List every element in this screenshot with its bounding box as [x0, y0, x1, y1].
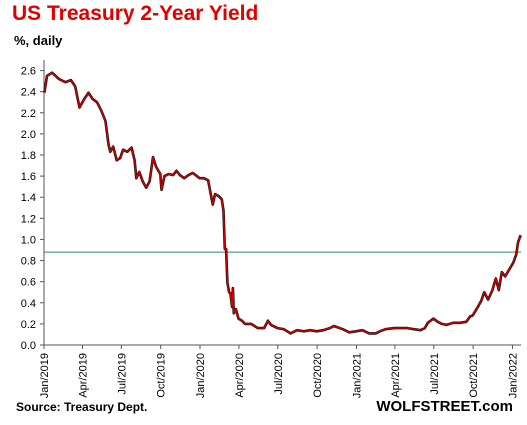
y-tick-label: 0.2	[21, 319, 36, 331]
x-tick-label: Jul/2020	[273, 353, 285, 395]
plot-area	[43, 71, 522, 335]
y-tick-label: 2.4	[21, 87, 36, 99]
x-tick-label: Jan/2021	[351, 353, 363, 398]
y-tick-label: 2.0	[21, 129, 36, 141]
x-tick-label: Apr/2020	[234, 353, 246, 398]
x-tick-label: Jul/2019	[116, 353, 128, 395]
x-tick-label: Oct/2019	[156, 353, 168, 398]
y-tick-label: 2.2	[21, 108, 36, 120]
chart-subtitle: %, daily	[14, 33, 63, 48]
y-tick-label: 1.2	[21, 213, 36, 225]
y-tick-label: 1.6	[21, 171, 36, 183]
x-tick-label: Oct/2021	[468, 353, 480, 398]
x-tick-label: Jul/2021	[429, 353, 441, 395]
y-tick-label: 0.6	[21, 277, 36, 289]
x-tick-label: Oct/2020	[312, 353, 324, 398]
x-axis: Jan/2019 Apr/2019 Jul/2019 Oct/2019 Jan/2020…	[39, 344, 521, 398]
x-tick-label: Jan/2020	[195, 353, 207, 398]
y-tick-label: 0.4	[21, 298, 36, 310]
y-tick-label: 1.4	[21, 192, 36, 204]
series-line	[43, 71, 522, 335]
y-tick-label: 1.0	[21, 234, 36, 246]
y-tick-label: 2.6	[21, 66, 36, 78]
series-line-outline	[43, 71, 522, 335]
x-tick-label: Apr/2019	[77, 353, 89, 398]
x-tick-label: Apr/2021	[390, 353, 402, 398]
y-tick-label: 0.8	[21, 256, 36, 268]
brand-logo-text: WOLFSTREET.com	[376, 398, 513, 415]
x-tick-label: Jan/2022	[507, 353, 519, 398]
y-axis: 0.0 0.2 0.4 0.6 0.8 1.0 1.2 1.4 1.6 1.8 2.0 2.2 2.4 2…	[21, 60, 45, 352]
y-tick-label: 1.8	[21, 150, 36, 162]
chart-title: US Treasury 2-Year Yield	[12, 2, 259, 25]
y-tick-label: 0.0	[21, 340, 36, 352]
x-tick-label: Jan/2019	[39, 353, 51, 398]
source-note: Source: Treasury Dept.	[16, 400, 148, 414]
